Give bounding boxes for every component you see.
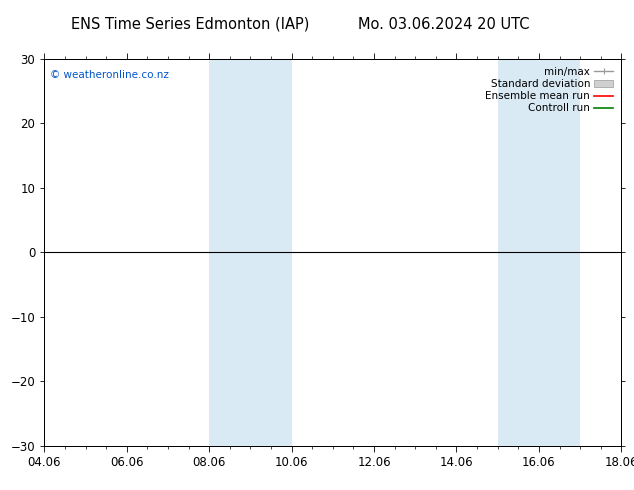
Bar [209,59,292,446]
Text: © weatheronline.co.nz: © weatheronline.co.nz [50,71,169,80]
Text: ENS Time Series Edmonton (IAP): ENS Time Series Edmonton (IAP) [71,17,309,32]
Legend: min/max, Standard deviation, Ensemble mean run, Controll run: min/max, Standard deviation, Ensemble me… [482,64,616,117]
Text: Mo. 03.06.2024 20 UTC: Mo. 03.06.2024 20 UTC [358,17,529,32]
Bar [498,59,580,446]
